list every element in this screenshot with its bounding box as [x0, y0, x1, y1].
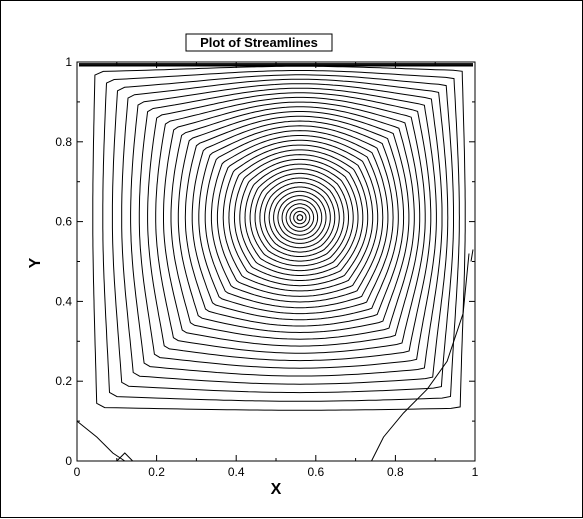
title-box [185, 33, 333, 52]
streamline [281, 199, 319, 236]
streamline [216, 139, 379, 297]
streamline [264, 182, 336, 253]
streamline [102, 70, 460, 402]
streamline [155, 96, 426, 354]
y-tick-label: 0.6 [55, 215, 72, 229]
y-tick-label: 1 [65, 55, 72, 69]
corner-eddy-streamline [116, 452, 134, 462]
streamline [277, 195, 323, 240]
streamline [254, 172, 345, 262]
x-tick-label: 0.2 [148, 465, 165, 479]
y-tick-label: 0.4 [55, 294, 72, 308]
streamline [191, 120, 399, 321]
streamline [170, 106, 415, 340]
streamline [121, 78, 449, 385]
streamline [296, 214, 304, 221]
streamline [204, 130, 389, 309]
streamline-contours [76, 63, 474, 462]
streamline [177, 111, 410, 334]
y-tick-label: 0.8 [55, 135, 72, 149]
streamline [268, 186, 331, 249]
streamline [92, 65, 466, 411]
streamline [130, 83, 443, 377]
streamline [249, 168, 349, 267]
streamline [111, 74, 454, 394]
x-tick-label: 0 [74, 465, 81, 479]
streamline [289, 207, 311, 228]
streamline [138, 87, 437, 369]
chart-title: Plot of Streamlines [200, 35, 318, 50]
y-tick-label: 0 [65, 454, 72, 468]
streamline [244, 163, 354, 272]
streamline [273, 190, 327, 244]
y-axis-label: Y [27, 257, 44, 268]
y-tick-label: 0.2 [55, 374, 72, 388]
streamline [285, 203, 315, 232]
x-tick-label: 0.8 [387, 465, 404, 479]
corner-eddy-streamline [470, 249, 474, 262]
x-tick-label: 0.6 [307, 465, 324, 479]
streamline [239, 158, 359, 276]
streamline [233, 154, 364, 281]
streamline [222, 144, 374, 292]
x-tick-label: 0.4 [228, 465, 245, 479]
streamline [228, 149, 369, 287]
streamline [259, 177, 340, 257]
corner-eddy-streamline [76, 420, 126, 462]
x-tick-label: 1 [472, 465, 479, 479]
streamline [198, 125, 394, 315]
streamline [210, 135, 384, 303]
streamline [293, 210, 307, 225]
streamline [163, 101, 421, 347]
corner-eddy-streamline [371, 253, 470, 462]
streamline [184, 115, 405, 327]
streamline [147, 92, 432, 362]
axis-ticks: 00 0.2 0.2 0.4 0.4 0.6 0.6 0.8 0.8 1 1 [55, 55, 478, 479]
x-axis-label: X [271, 481, 282, 498]
